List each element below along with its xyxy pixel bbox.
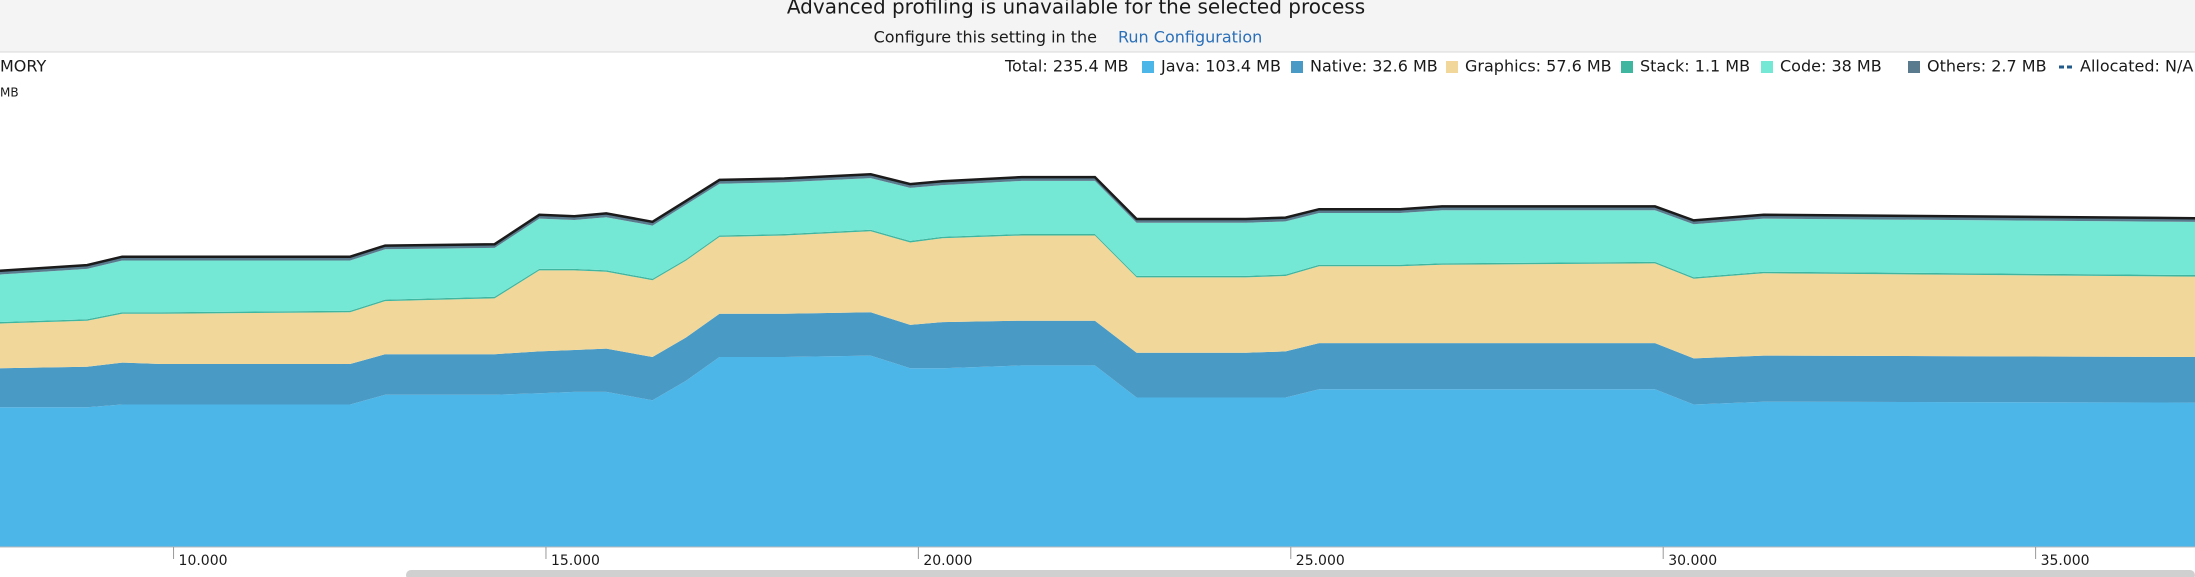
unit-label: MB: [0, 86, 19, 100]
x-tick-label: 30.000: [1668, 553, 1717, 569]
area: [0, 312, 2195, 408]
legend-total: Total: 235.4 MB: [1004, 57, 1129, 76]
legend-swatch: [1446, 61, 1458, 73]
area: [0, 231, 2195, 369]
run-config-link[interactable]: Run Configuration: [1118, 28, 1262, 47]
legend-label: Code: 38 MB: [1780, 57, 1882, 76]
banner-subtitle: Configure this setting in the: [874, 28, 1097, 47]
legend-label: Others: 2.7 MB: [1927, 57, 2047, 76]
legend-swatch: [1291, 61, 1303, 73]
x-tick-label: 20.000: [923, 553, 972, 569]
banner-title: Advanced profiling is unavailable for th…: [787, 0, 1365, 19]
legend-label: Stack: 1.1 MB: [1640, 57, 1750, 76]
legend-swatch: [1761, 61, 1773, 73]
legend-allocated: Allocated: N/A: [2080, 57, 2193, 76]
total-line: [0, 173, 2195, 272]
x-tick-label: 35.000: [2041, 553, 2090, 569]
legend-swatch: [1621, 61, 1633, 73]
x-tick-label: 15.000: [551, 553, 600, 569]
plot: [0, 173, 2195, 547]
area: [0, 178, 2195, 322]
legend-label: Graphics: 57.6 MB: [1465, 57, 1612, 76]
legend-swatch: [1908, 61, 1920, 73]
x-tick-label: 10.000: [179, 553, 228, 569]
x-tick-label: 25.000: [1296, 553, 1345, 569]
banner: [0, 0, 2195, 52]
scrollbar[interactable]: [406, 570, 2195, 577]
chart-label: MORY: [0, 57, 46, 76]
legend-label: Java: 103.4 MB: [1160, 57, 1281, 76]
legend-swatch: [1142, 61, 1154, 73]
legend-label: Native: 32.6 MB: [1310, 57, 1438, 76]
area: [0, 355, 2195, 547]
